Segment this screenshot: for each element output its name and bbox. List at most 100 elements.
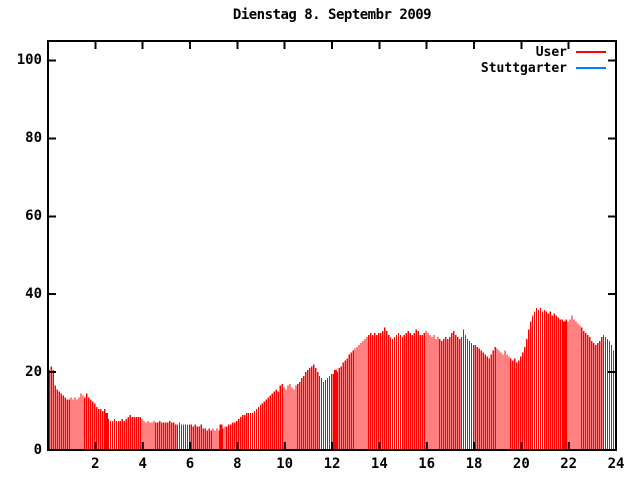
impulse-bar — [468, 340, 471, 450]
impulse-bar — [245, 413, 248, 450]
impulse-bar — [72, 399, 74, 450]
impulse-bar — [147, 420, 149, 450]
impulse-bar — [70, 397, 72, 450]
impulse-bar — [149, 422, 151, 450]
impulse-bar — [537, 309, 540, 450]
impulse-bar — [340, 366, 342, 450]
impulse-bar — [587, 335, 589, 450]
impulse-bar — [218, 430, 220, 450]
impulse-bar — [145, 422, 147, 450]
impulse-bar — [553, 313, 555, 450]
impulse-bar — [555, 315, 557, 450]
impulse-bar — [228, 424, 230, 450]
impulse-bar — [159, 420, 161, 450]
impulse-bar — [391, 338, 394, 450]
impulse-bar — [202, 428, 204, 450]
impulse-bar — [411, 335, 413, 450]
impulse-bar — [82, 395, 84, 450]
impulse-bar — [415, 329, 417, 450]
impulse-bar — [271, 393, 273, 450]
impulse-bar — [84, 397, 86, 450]
impulse-bar — [425, 331, 427, 450]
impulse-bar — [54, 385, 56, 450]
impulse-bar — [466, 338, 469, 450]
x-tick-label: 6 — [185, 456, 195, 472]
x-tick-label: 18 — [465, 456, 483, 472]
impulse-bar — [243, 414, 246, 450]
legend-line-sample — [576, 67, 606, 69]
impulse-bar — [478, 348, 480, 450]
impulse-bar — [265, 399, 267, 450]
impulse-bar — [275, 389, 277, 450]
impulse-bar — [464, 335, 467, 450]
impulse-bar — [437, 337, 439, 450]
impulse-bar — [214, 430, 216, 450]
impulse-bar — [342, 362, 344, 450]
impulse-bar — [123, 420, 125, 450]
impulse-bar — [362, 340, 364, 450]
impulse-bar — [104, 413, 109, 450]
impulse-bar — [330, 374, 333, 450]
impulse-bar — [273, 391, 275, 450]
impulse-bar — [401, 337, 404, 450]
impulse-bar — [385, 331, 388, 450]
impulse-bar — [279, 385, 281, 450]
impulse-bar — [494, 346, 496, 450]
impulse-bar — [350, 352, 352, 450]
x-tick-label: 24 — [607, 456, 625, 472]
impulse-bar — [182, 424, 185, 450]
x-tick-label: 10 — [276, 456, 294, 472]
impulse-bar — [500, 352, 502, 450]
impulse-bar — [200, 424, 202, 450]
y-tick-label: 0 — [33, 442, 42, 458]
impulse-bar — [204, 428, 206, 450]
impulse-bar — [433, 335, 435, 450]
impulse-bar — [419, 335, 421, 450]
impulse-bar — [368, 335, 370, 450]
x-tick-label: 22 — [560, 456, 578, 472]
impulse-bar — [293, 389, 295, 450]
impulse-bar — [129, 414, 131, 450]
impulse-bar — [476, 346, 478, 450]
impulse-bar — [289, 383, 291, 450]
impulse-bar — [516, 362, 518, 450]
impulse-bar — [281, 383, 283, 450]
y-tick-label: 60 — [25, 208, 42, 225]
impulse-bar — [98, 409, 100, 450]
impulse-bar — [178, 422, 181, 450]
impulse-bar — [121, 418, 123, 450]
impulse-bar — [135, 416, 137, 450]
impulse-bar — [107, 418, 110, 450]
impulse-bar — [328, 375, 331, 450]
impulse-bar — [399, 335, 402, 450]
impulse-bar — [541, 311, 544, 450]
impulse-bar — [226, 426, 228, 450]
impulse-bar — [320, 377, 323, 450]
impulse-bar — [169, 420, 171, 450]
x-tick-label: 2 — [91, 456, 100, 472]
impulse-bar — [527, 329, 530, 450]
impulse-bar — [597, 342, 599, 450]
impulse-bar — [297, 383, 299, 450]
impulse-bar — [512, 360, 514, 450]
impulse-bar — [482, 352, 484, 450]
impulse-bar — [492, 350, 494, 450]
impulse-bar — [60, 393, 62, 450]
impulse-bar — [171, 422, 173, 450]
impulse-bar — [344, 360, 346, 450]
impulse-bar — [595, 344, 597, 450]
impulse-bar — [451, 333, 453, 450]
impulse-bar — [472, 344, 475, 450]
impulse-bar — [88, 397, 90, 450]
impulse-bar — [62, 395, 64, 450]
impulse-bar — [407, 331, 409, 450]
impulse-bar — [575, 321, 577, 450]
impulse-bar — [137, 416, 139, 450]
impulse-bar — [387, 335, 390, 450]
impulse-bar — [604, 337, 607, 450]
impulse-bar — [303, 375, 305, 450]
impulse-bar — [462, 329, 465, 450]
impulse-bar — [533, 311, 536, 450]
